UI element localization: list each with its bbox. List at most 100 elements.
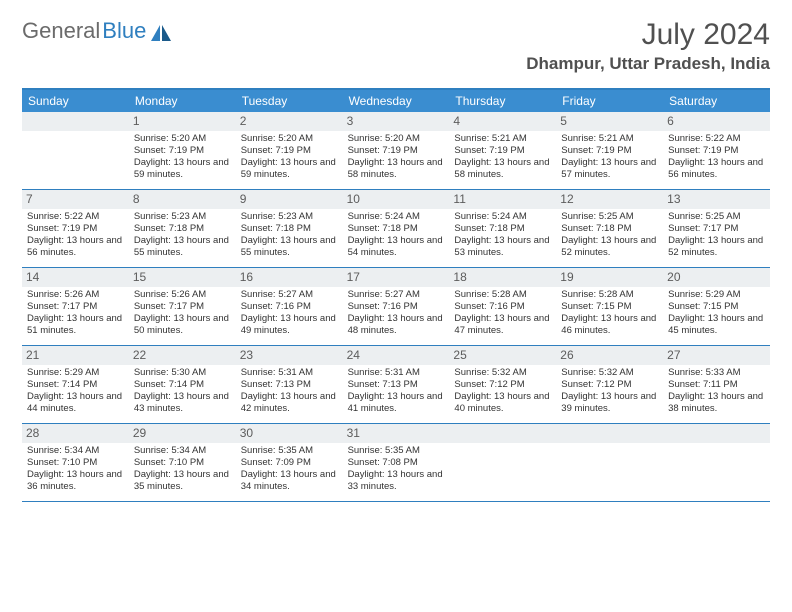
day-number: 7 [22, 190, 129, 209]
day-info: Sunrise: 5:26 AMSunset: 7:17 PMDaylight:… [133, 289, 232, 337]
day-info: Sunrise: 5:25 AMSunset: 7:18 PMDaylight:… [560, 211, 659, 259]
day-number: 17 [343, 268, 450, 287]
calendar-day-4: 4 Sunrise: 5:21 AMSunset: 7:19 PMDaylight… [449, 112, 556, 189]
calendar-day-8: 8 Sunrise: 5:23 AMSunset: 7:18 PMDaylight… [129, 190, 236, 267]
day-header-thursday: Thursday [449, 90, 556, 112]
day-info: Sunrise: 5:24 AMSunset: 7:18 PMDaylight:… [347, 211, 446, 259]
calendar-week: 7 Sunrise: 5:22 AMSunset: 7:19 PMDaylight… [22, 190, 770, 268]
calendar-day-empty [22, 112, 129, 189]
calendar-day-22: 22 Sunrise: 5:30 AMSunset: 7:14 PMDayligh… [129, 346, 236, 423]
calendar-day-3: 3 Sunrise: 5:20 AMSunset: 7:19 PMDaylight… [343, 112, 450, 189]
day-info: Sunrise: 5:34 AMSunset: 7:10 PMDaylight:… [133, 445, 232, 493]
day-number: 3 [343, 112, 450, 131]
calendar-day-7: 7 Sunrise: 5:22 AMSunset: 7:19 PMDaylight… [22, 190, 129, 267]
calendar-week: 21Sunrise: 5:29 AMSunset: 7:14 PMDayligh… [22, 346, 770, 424]
calendar-week: 28Sunrise: 5:34 AMSunset: 7:10 PMDayligh… [22, 424, 770, 502]
day-header-saturday: Saturday [663, 90, 770, 112]
day-number: 5 [556, 112, 663, 131]
calendar-day-6: 6Sunrise: 5:22 AMSunset: 7:19 PMDaylight… [663, 112, 770, 189]
calendar-day-24: 24 Sunrise: 5:31 AMSunset: 7:13 PMDayligh… [343, 346, 450, 423]
day-info: Sunrise: 5:24 AMSunset: 7:18 PMDaylight:… [453, 211, 552, 259]
calendar-day-26: 26Sunrise: 5:32 AMSunset: 7:12 PMDayligh… [556, 346, 663, 423]
day-number: 19 [556, 268, 663, 287]
day-number: 1 [129, 112, 236, 131]
calendar-day-13: 13 Sunrise: 5:25 AMSunset: 7:17 PMDayligh… [663, 190, 770, 267]
day-info: Sunrise: 5:27 AMSunset: 7:16 PMDaylight:… [240, 289, 339, 337]
day-number: 13 [663, 190, 770, 209]
day-number: 23 [236, 346, 343, 365]
calendar-day-20: 20 Sunrise: 5:29 AMSunset: 7:15 PMDayligh… [663, 268, 770, 345]
calendar-day-12: 12 Sunrise: 5:25 AMSunset: 7:18 PMDayligh… [556, 190, 663, 267]
calendar-day-14: 14 Sunrise: 5:26 AMSunset: 7:17 PMDayligh… [22, 268, 129, 345]
calendar-day-18: 18Sunrise: 5:28 AMSunset: 7:16 PMDayligh… [449, 268, 556, 345]
day-info: Sunrise: 5:25 AMSunset: 7:17 PMDaylight:… [667, 211, 766, 259]
calendar-day-empty [449, 424, 556, 501]
header: General Blue July 2024 Dhampur, Uttar Pr… [0, 0, 792, 80]
day-header-sunday: Sunday [22, 90, 129, 112]
day-number: 28 [22, 424, 129, 443]
day-info: Sunrise: 5:31 AMSunset: 7:13 PMDaylight:… [240, 367, 339, 415]
day-info: Sunrise: 5:30 AMSunset: 7:14 PMDaylight:… [133, 367, 232, 415]
calendar-day-30: 30Sunrise: 5:35 AMSunset: 7:09 PMDayligh… [236, 424, 343, 501]
day-info: Sunrise: 5:31 AMSunset: 7:13 PMDaylight:… [347, 367, 446, 415]
day-info: Sunrise: 5:23 AMSunset: 7:18 PMDaylight:… [240, 211, 339, 259]
day-number: 11 [449, 190, 556, 209]
day-number [22, 112, 129, 131]
day-number: 24 [343, 346, 450, 365]
day-number: 26 [556, 346, 663, 365]
day-info: Sunrise: 5:20 AMSunset: 7:19 PMDaylight:… [347, 133, 446, 181]
day-number: 10 [343, 190, 450, 209]
day-number: 20 [663, 268, 770, 287]
day-info: Sunrise: 5:22 AMSunset: 7:19 PMDaylight:… [26, 211, 125, 259]
calendar-week: 1 Sunrise: 5:20 AMSunset: 7:19 PMDaylight… [22, 112, 770, 190]
day-info: Sunrise: 5:32 AMSunset: 7:12 PMDaylight:… [453, 367, 552, 415]
calendar: SundayMondayTuesdayWednesdayThursdayFrid… [22, 88, 770, 502]
calendar-day-27: 27Sunrise: 5:33 AMSunset: 7:11 PMDayligh… [663, 346, 770, 423]
day-header-monday: Monday [129, 90, 236, 112]
day-header-friday: Friday [556, 90, 663, 112]
calendar-weeks: 1 Sunrise: 5:20 AMSunset: 7:19 PMDaylight… [22, 112, 770, 502]
day-number: 14 [22, 268, 129, 287]
day-number [449, 424, 556, 443]
logo-triangle-icon [151, 25, 160, 41]
logo: General Blue [22, 18, 171, 44]
calendar-day-29: 29Sunrise: 5:34 AMSunset: 7:10 PMDayligh… [129, 424, 236, 501]
day-number: 8 [129, 190, 236, 209]
day-info: Sunrise: 5:34 AMSunset: 7:10 PMDaylight:… [26, 445, 125, 493]
day-info: Sunrise: 5:23 AMSunset: 7:18 PMDaylight:… [133, 211, 232, 259]
day-info: Sunrise: 5:21 AMSunset: 7:19 PMDaylight:… [453, 133, 552, 181]
day-number: 22 [129, 346, 236, 365]
calendar-day-31: 31 Sunrise: 5:35 AMSunset: 7:08 PMDayligh… [343, 424, 450, 501]
day-number: 31 [343, 424, 450, 443]
calendar-day-28: 28 Sunrise: 5:34 AMSunset: 7:10 PMDayligh… [22, 424, 129, 501]
day-info: Sunrise: 5:27 AMSunset: 7:16 PMDaylight:… [347, 289, 446, 337]
location-subtitle: Dhampur, Uttar Pradesh, India [526, 54, 770, 74]
day-number [556, 424, 663, 443]
calendar-day-empty [556, 424, 663, 501]
day-info: Sunrise: 5:29 AMSunset: 7:15 PMDaylight:… [667, 289, 766, 337]
day-info: Sunrise: 5:21 AMSunset: 7:19 PMDaylight:… [560, 133, 659, 181]
day-header-tuesday: Tuesday [236, 90, 343, 112]
day-number: 15 [129, 268, 236, 287]
calendar-day-25: 25 Sunrise: 5:32 AMSunset: 7:12 PMDayligh… [449, 346, 556, 423]
day-number: 9 [236, 190, 343, 209]
calendar-day-21: 21Sunrise: 5:29 AMSunset: 7:14 PMDayligh… [22, 346, 129, 423]
calendar-day-header: SundayMondayTuesdayWednesdayThursdayFrid… [22, 90, 770, 112]
day-header-wednesday: Wednesday [343, 90, 450, 112]
day-info: Sunrise: 5:29 AMSunset: 7:14 PMDaylight:… [26, 367, 125, 415]
day-number: 16 [236, 268, 343, 287]
day-info: Sunrise: 5:20 AMSunset: 7:19 PMDaylight:… [133, 133, 232, 181]
day-info: Sunrise: 5:35 AMSunset: 7:08 PMDaylight:… [347, 445, 446, 493]
logo-text-blue: Blue [102, 18, 146, 44]
day-number: 12 [556, 190, 663, 209]
calendar-day-1: 1 Sunrise: 5:20 AMSunset: 7:19 PMDaylight… [129, 112, 236, 189]
day-number: 4 [449, 112, 556, 131]
logo-text-general: General [22, 18, 100, 44]
calendar-day-23: 23 Sunrise: 5:31 AMSunset: 7:13 PMDayligh… [236, 346, 343, 423]
calendar-day-11: 11 Sunrise: 5:24 AMSunset: 7:18 PMDayligh… [449, 190, 556, 267]
day-info: Sunrise: 5:22 AMSunset: 7:19 PMDaylight:… [667, 133, 766, 181]
day-number: 25 [449, 346, 556, 365]
day-number: 27 [663, 346, 770, 365]
day-info: Sunrise: 5:26 AMSunset: 7:17 PMDaylight:… [26, 289, 125, 337]
calendar-day-5: 5 Sunrise: 5:21 AMSunset: 7:19 PMDaylight… [556, 112, 663, 189]
